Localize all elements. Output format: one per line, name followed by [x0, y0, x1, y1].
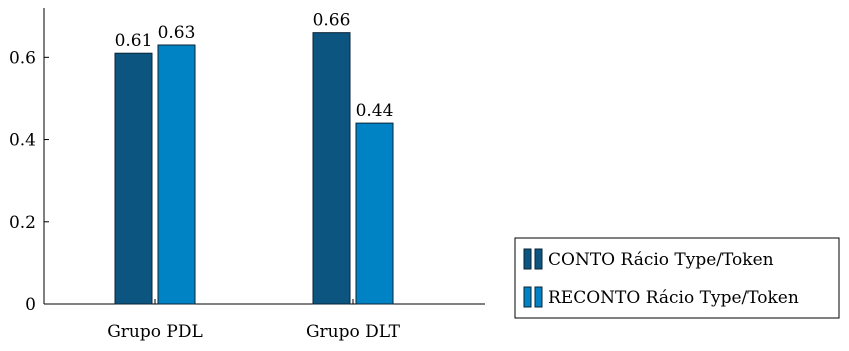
legend-swatch: [523, 286, 532, 308]
bar: [312, 32, 351, 305]
bar: [114, 52, 153, 305]
y-tick-label: 0.4: [9, 131, 36, 151]
legend-label: CONTO Rácio Type/Token: [548, 250, 774, 270]
y-tick-label: 0.6: [9, 48, 36, 68]
bars: [114, 32, 394, 305]
legend-label: RECONTO Rácio Type/Token: [548, 288, 799, 308]
bar-value-label: 0.44: [356, 101, 394, 121]
bar-value-label: 0.61: [115, 31, 153, 51]
legend-box: [514, 237, 840, 319]
x-category-label: Grupo DLT: [306, 322, 401, 342]
x-category-label: Grupo PDL: [107, 322, 203, 342]
bar: [157, 44, 196, 305]
legend-swatch: [534, 248, 543, 270]
bar-value-label: 0.63: [158, 23, 196, 43]
legend-swatch: [523, 248, 532, 270]
legend: CONTO Rácio Type/Token RECONTO Rácio Type…: [514, 237, 840, 319]
y-tick-label: 0.2: [9, 213, 36, 233]
axes: 0 0.2 0.4 0.6 Grupo PDL Grupo DLT: [9, 8, 485, 342]
y-tick-label: 0: [25, 295, 36, 315]
bar: [355, 122, 394, 305]
legend-swatch: [534, 286, 543, 308]
bar-value-label: 0.66: [313, 11, 351, 31]
labels: 0.61 0.66 0.63 0.44: [115, 11, 394, 121]
